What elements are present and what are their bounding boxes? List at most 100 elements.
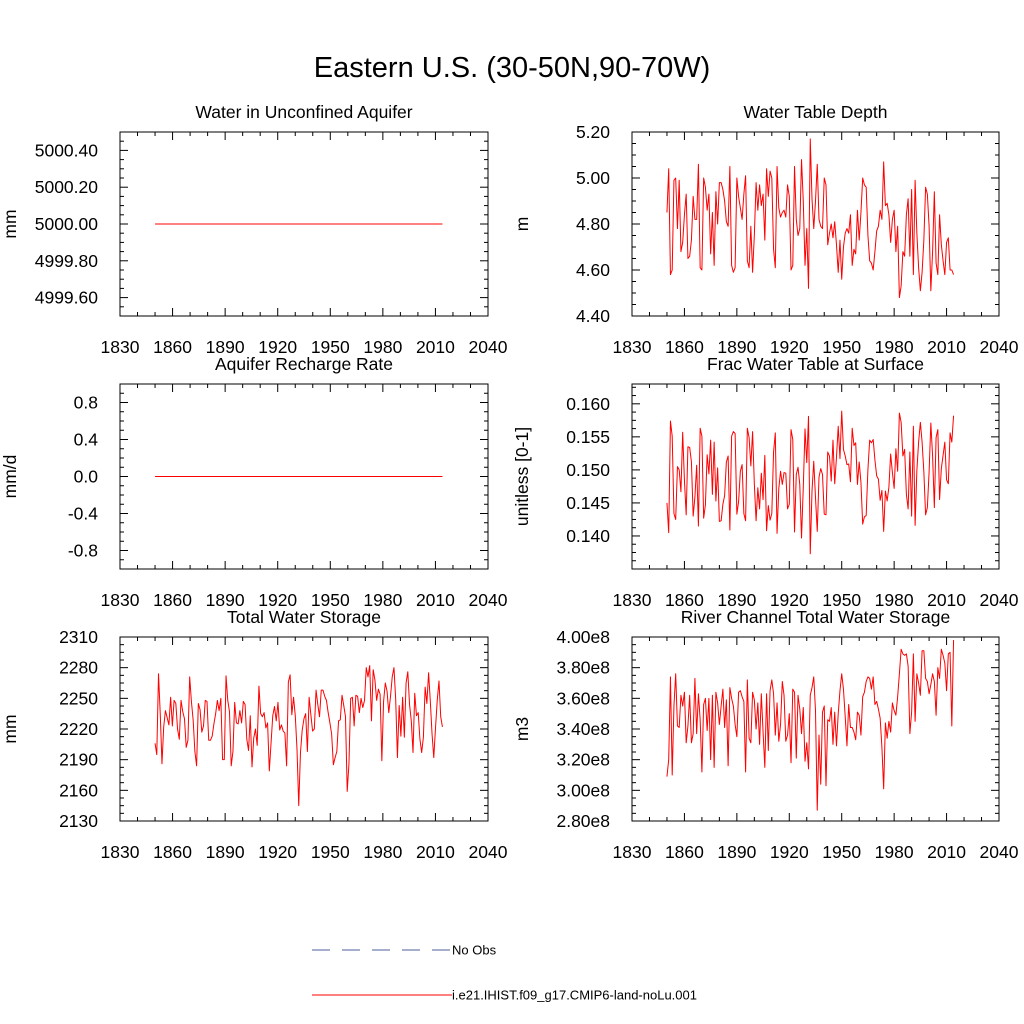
plot-aquifer-recharge-rate: Aquifer Recharge Rate mm/d 1830 1860 1890 192… <box>0 354 508 610</box>
plot-frame <box>119 636 489 822</box>
x-tick-label: 1980 <box>875 590 914 610</box>
y-tick-label: 5.00 <box>576 168 610 188</box>
x-tick-label: 1950 <box>311 842 350 862</box>
y-tick-label: 5000.00 <box>35 214 99 234</box>
series-line-water-table-depth <box>666 138 955 299</box>
x-tick-label: 1980 <box>875 337 914 357</box>
plot-title: Water Table Depth <box>744 102 888 122</box>
x-tick-label: 1950 <box>822 337 861 357</box>
series-line-total-water-storage <box>154 665 443 807</box>
x-tick-label: 1830 <box>613 337 652 357</box>
y-tick-label: 2130 <box>59 811 98 831</box>
y-tick-label: 0.150 <box>566 460 610 480</box>
x-tick-label: 1890 <box>717 590 756 610</box>
y-tick-label: 4999.60 <box>35 288 99 308</box>
plot-water-in-unconfined-aquifer: Water in Unconfined Aquifer mm 1830 1860 189… <box>0 102 508 357</box>
x-tick-label: 1950 <box>822 590 861 610</box>
y-tick-label: 3.80e8 <box>556 658 610 678</box>
x-tick-label: 1860 <box>153 337 192 357</box>
x-tick-label: 2010 <box>416 842 455 862</box>
y-tick-label: 2160 <box>59 780 98 800</box>
x-tick-label: 2010 <box>416 337 455 357</box>
y-tick-label: 4.80 <box>576 214 610 234</box>
series-line-river-channel-total-water-storage <box>666 640 955 811</box>
plot-frame <box>631 383 1000 570</box>
x-tick-label: 1920 <box>258 337 297 357</box>
x-tick-label: 1860 <box>153 842 192 862</box>
x-tick-label: 1920 <box>770 590 809 610</box>
x-tick-label: 2010 <box>416 590 455 610</box>
x-tick-label: 2010 <box>927 842 966 862</box>
y-tick-label: 4.40 <box>576 306 610 326</box>
x-tick-label: 1890 <box>717 842 756 862</box>
y-tick-label: 3.60e8 <box>556 688 610 708</box>
y-tick-label: 3.40e8 <box>556 719 610 739</box>
y-tick-label: 2.80e8 <box>556 811 610 831</box>
x-tick-label: 1920 <box>770 337 809 357</box>
legend-label-model-run: i.e21.IHIST.f09_g17.CMIP6-land-noLu.001 <box>452 988 697 1003</box>
y-tick-label: 0.0 <box>74 467 99 487</box>
x-tick-label: 1980 <box>363 590 402 610</box>
x-tick-label: 2010 <box>927 337 966 357</box>
y-tick-label: 2280 <box>59 658 98 678</box>
x-tick-label: 1950 <box>311 337 350 357</box>
x-tick-label: 1830 <box>613 842 652 862</box>
y-tick-label: 0.8 <box>74 393 98 413</box>
x-tick-label: 1920 <box>258 590 297 610</box>
plot-river-channel-total-water-storage: River Channel Total Water Storage m3 1830 1… <box>512 607 1019 862</box>
y-tick-label: 4999.80 <box>35 251 99 271</box>
x-tick-label: 2040 <box>469 337 508 357</box>
x-tick-label: 1830 <box>101 842 140 862</box>
y-tick-label: 2220 <box>59 719 98 739</box>
y-tick-label: 5000.40 <box>35 140 99 160</box>
x-tick-label: 1860 <box>665 590 704 610</box>
x-tick-label: 1860 <box>153 590 192 610</box>
y-axis-label: m3 <box>512 717 532 741</box>
x-tick-label: 2040 <box>469 842 508 862</box>
x-tick-label: 1980 <box>875 842 914 862</box>
y-tick-label: 5000.20 <box>35 177 99 197</box>
y-tick-label: 0.145 <box>566 493 610 513</box>
figure-title: Eastern U.S. (30-50N,90-70W) <box>313 52 711 84</box>
legend: No Obs i.e21.IHIST.f09_g17.CMIP6-land-no… <box>312 943 697 1003</box>
x-tick-label: 1980 <box>363 842 402 862</box>
y-axis-label: mm/d <box>0 455 20 499</box>
x-tick-label: 1890 <box>206 590 245 610</box>
legend-label-no-obs: No Obs <box>452 943 497 958</box>
y-tick-label: 2310 <box>59 627 98 647</box>
y-tick-label: 0.155 <box>566 427 610 447</box>
y-tick-label: 2250 <box>59 688 98 708</box>
x-tick-label: 1830 <box>101 590 140 610</box>
y-tick-label: 0.140 <box>566 526 610 546</box>
y-tick-label: 4.00e8 <box>556 627 610 647</box>
y-tick-label: 4.60 <box>576 260 610 280</box>
x-tick-label: 1830 <box>613 590 652 610</box>
x-tick-label: 1950 <box>311 590 350 610</box>
y-tick-label: -0.4 <box>68 504 98 524</box>
x-tick-label: 2040 <box>980 842 1019 862</box>
y-tick-label: 2190 <box>59 750 98 770</box>
x-tick-label: 2010 <box>927 590 966 610</box>
y-tick-label: 3.20e8 <box>556 750 610 770</box>
x-tick-label: 1860 <box>665 337 704 357</box>
x-tick-label: 1920 <box>770 842 809 862</box>
plot-water-table-depth: Water Table Depth m 1830 1860 1890 1920 1950 19… <box>512 102 1019 357</box>
plot-title: Frac Water Table at Surface <box>707 354 924 374</box>
x-tick-label: 1890 <box>206 337 245 357</box>
y-axis-label: unitless [0-1] <box>512 427 532 526</box>
x-tick-label: 1920 <box>258 842 297 862</box>
y-tick-label: 0.160 <box>566 394 610 414</box>
x-tick-label: 1980 <box>363 337 402 357</box>
y-axis-label: m <box>512 217 532 232</box>
y-tick-label: 3.00e8 <box>556 780 610 800</box>
y-tick-label: -0.8 <box>68 541 98 561</box>
x-tick-label: 1860 <box>665 842 704 862</box>
y-axis-label: mm <box>0 714 20 743</box>
series-line-frac-water-table-at-surface <box>666 410 955 555</box>
x-tick-label: 1830 <box>101 337 140 357</box>
x-tick-label: 1890 <box>206 842 245 862</box>
x-tick-label: 1950 <box>822 842 861 862</box>
plot-frac-water-table-at-surface: Frac Water Table at Surface unitless [0-1… <box>512 354 1019 610</box>
plot-title: Water in Unconfined Aquifer <box>195 102 412 122</box>
